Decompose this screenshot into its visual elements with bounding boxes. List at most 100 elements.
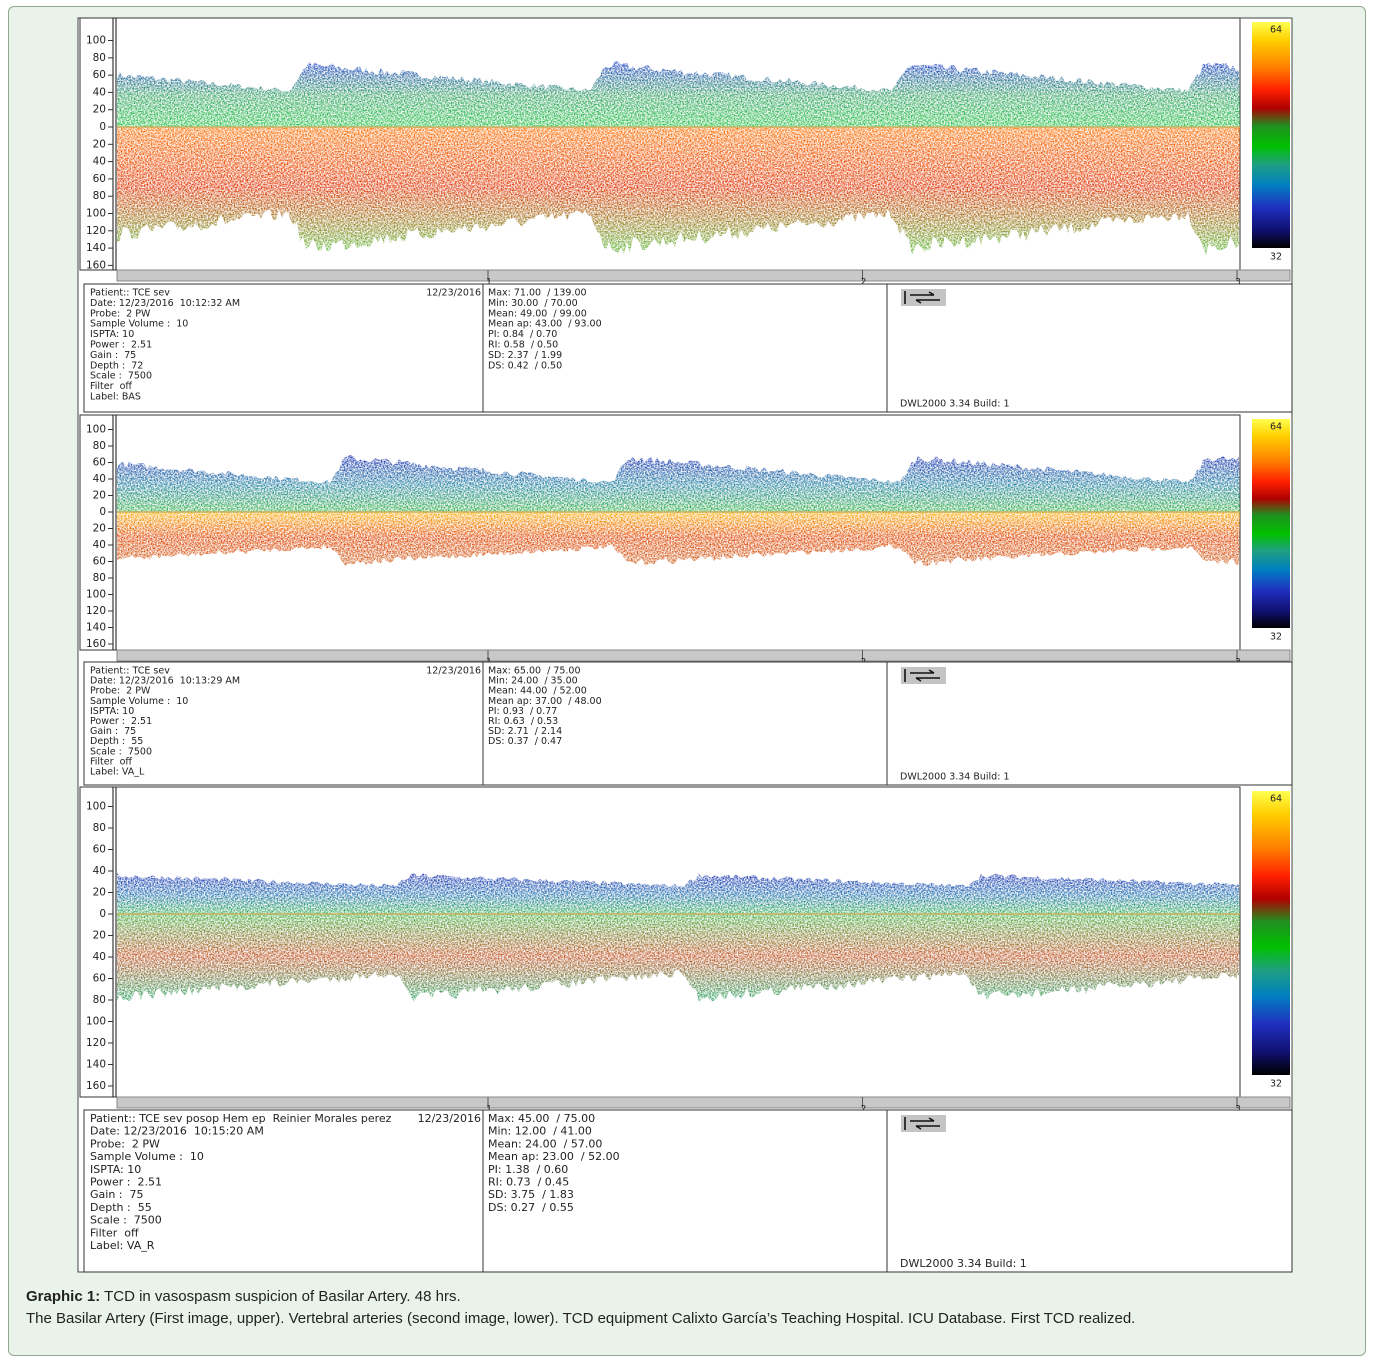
patient: Patient:: TCE sev posop Hem ep Reinier M…: [90, 1112, 392, 1125]
measurement-line: SD: 3.75 / 1.83: [488, 1188, 574, 1201]
measurement-line: Mean: 44.00 / 52.00: [488, 686, 587, 697]
time-bar: [116, 269, 1291, 282]
measurement-line: Mean: 49.00 / 99.00: [488, 308, 587, 319]
detail-line: Gain : 75: [90, 350, 136, 361]
y-tick-label: 20: [93, 930, 106, 942]
tcd-figure: 100 80 60 40 20 0 20 40 60 80 100 120 140 160 64 32 1 2 3 P…: [77, 17, 1293, 1273]
detail-line: Date: 12/23/2016 10:12:32 AM: [90, 298, 240, 309]
detail-line: Filter off: [90, 756, 132, 767]
y-tick-label: 100: [86, 35, 106, 47]
y-tick-label: 20: [93, 887, 106, 899]
caption-title: TCD in vasospasm suspicion of Basilar Ar…: [104, 1288, 461, 1305]
measurement-line: Mean ap: 37.00 / 48.00: [488, 696, 602, 707]
y-tick-label: 40: [93, 86, 106, 98]
y-tick-label: 140: [86, 1059, 106, 1071]
record-date: 12/23/2016: [418, 1112, 481, 1125]
y-tick-label: 100: [86, 1016, 106, 1028]
detail-line: Probe: 2 PW: [90, 1137, 160, 1150]
measurement-line: SD: 2.37 / 1.99: [488, 350, 562, 361]
y-tick-label: 40: [93, 539, 106, 551]
detail-line: ISPTA: 10: [90, 706, 134, 717]
patient: Patient:: TCE sev: [90, 666, 170, 677]
direction-arrows: [904, 669, 940, 682]
y-tick-label: 100: [86, 208, 106, 220]
detail-line: Probe: 2 PW: [90, 686, 151, 697]
tcd-panel: 100806040200204060801001201401606432123P…: [79, 786, 1293, 1273]
y-tick-label: 80: [93, 822, 106, 834]
detail-line: Power : 2.51: [90, 340, 152, 351]
measurement-line: DS: 0.27 / 0.55: [488, 1201, 574, 1214]
detail-line: Sample Volume : 10: [90, 696, 188, 707]
y-tick-label: 80: [93, 52, 106, 64]
measurement-line: RI: 0.73 / 0.45: [488, 1176, 569, 1189]
color-scale-max: 64: [1270, 422, 1282, 433]
time-label: 1: [486, 278, 492, 288]
measurement-line: Max: 45.00 / 75.00: [488, 1112, 595, 1125]
color-scale: [1252, 419, 1290, 628]
y-tick-label: 80: [93, 190, 106, 202]
detail-line: Power : 2.51: [90, 716, 152, 727]
detail-line: Power : 2.51: [90, 1176, 162, 1189]
measurement-line: Min: 12.00 / 41.00: [488, 1125, 592, 1138]
info-block: [83, 1109, 1293, 1273]
detail-line: ISPTA: 10: [90, 1163, 141, 1176]
measurement-line: Max: 71.00 / 139.00: [488, 288, 587, 299]
info-block: [83, 283, 1293, 413]
measurement-line: RI: 0.58 / 0.50: [488, 340, 558, 351]
detail-line: Sample Volume : 10: [90, 319, 188, 330]
y-tick-label: 40: [93, 473, 106, 485]
detail-line: Filter off: [90, 381, 132, 392]
color-scale-max: 64: [1270, 25, 1282, 36]
y-tick-label: 100: [86, 424, 106, 436]
direction-icon: [901, 289, 946, 306]
detail-line: Date: 12/23/2016 10:15:20 AM: [90, 1125, 264, 1138]
y-tick-label: 40: [93, 951, 106, 963]
y-tick-label: 60: [93, 457, 106, 469]
doppler-spectrum: [117, 872, 1240, 914]
color-scale-max: 64: [1270, 794, 1282, 805]
y-tick-label: 140: [86, 242, 106, 254]
detail-line: Depth : 55: [90, 736, 143, 747]
y-tick-label: 60: [93, 844, 106, 856]
caption-heading: Graphic 1: TCD in vasospasm suspicion of…: [26, 1286, 1356, 1308]
tcd-panel: 100806040200204060801001201401606432123P…: [79, 414, 1293, 786]
measurement-line: PI: 0.84 / 0.70: [488, 329, 557, 340]
y-tick-label: 40: [93, 865, 106, 877]
doppler-spectrum: [117, 914, 1240, 1002]
y-tick-label: 40: [93, 156, 106, 168]
y-tick-label: 160: [86, 638, 106, 650]
detail-line: Label: VA_R: [90, 1239, 155, 1252]
measurement-line: RI: 0.63 / 0.53: [488, 716, 558, 727]
measurement-line: SD: 2.71 / 2.14: [488, 726, 562, 737]
detail-line: Gain : 75: [90, 726, 136, 737]
doppler-spectrum: [117, 61, 1240, 127]
direction-arrows: [904, 291, 940, 304]
record-date: 12/23/2016: [426, 288, 481, 299]
detail-line: Scale : 7500: [90, 371, 152, 382]
doppler-spectrum: [117, 127, 1240, 256]
detail-line: Depth : 72: [90, 360, 143, 371]
y-tick-label: 20: [93, 523, 106, 535]
patient: Patient:: TCE sev: [90, 288, 170, 299]
y-tick-label: 80: [93, 572, 106, 584]
detail-line: Gain : 75: [90, 1188, 144, 1201]
y-tick-label: 20: [93, 138, 106, 150]
detail-line: Label: VA_L: [90, 767, 145, 778]
measurement-line: Mean: 24.00 / 57.00: [488, 1137, 602, 1150]
caption-text: The Basilar Artery (First image, upper).…: [26, 1310, 1136, 1327]
software-version: DWL2000 3.34 Build: 1: [900, 1257, 1027, 1270]
direction-arrows: [904, 1117, 940, 1130]
info-block: [83, 661, 1293, 786]
color-scale-min: 32: [1270, 1079, 1282, 1090]
caption: Graphic 1: TCD in vasospasm suspicion of…: [26, 1286, 1356, 1330]
color-scale: [1252, 791, 1290, 1075]
time-bar: [116, 649, 1291, 662]
y-tick-label: 80: [93, 440, 106, 452]
measurement-line: DS: 0.42 / 0.50: [488, 360, 562, 371]
y-tick-label: 140: [86, 622, 106, 634]
measurement-line: Mean ap: 23.00 / 52.00: [488, 1150, 620, 1163]
measurement-line: Min: 24.00 / 35.00: [488, 676, 578, 687]
caption-label: Graphic 1:: [26, 1288, 101, 1305]
software-version: DWL2000 3.34 Build: 1: [900, 399, 1009, 410]
